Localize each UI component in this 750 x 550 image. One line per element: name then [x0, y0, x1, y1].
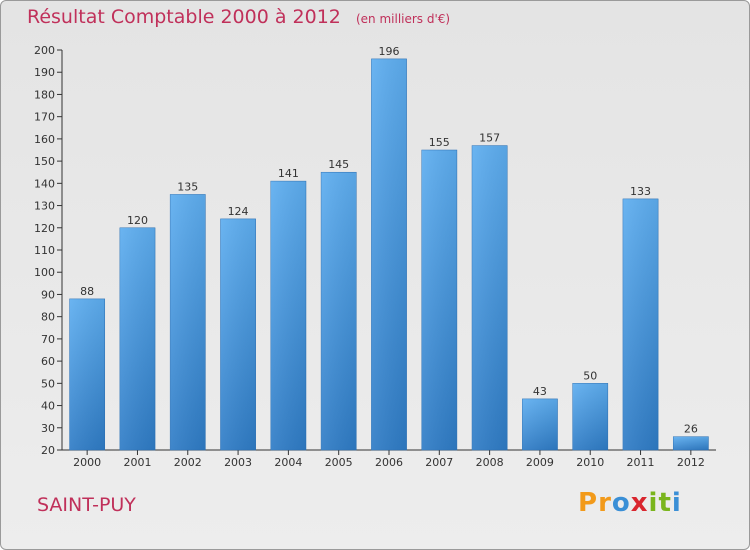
bar-shine	[622, 198, 659, 450]
value-label: 145	[328, 158, 349, 171]
bar-shine	[69, 298, 105, 450]
x-tick-label: 2004	[274, 456, 302, 469]
logo-letter: o	[611, 488, 631, 518]
x-axis: 2000 2001 2002 2003 2004 2005 2006 2007 2008 2009…	[62, 449, 716, 469]
y-tick-label: 120	[34, 222, 55, 235]
y-tick-label: 60	[41, 355, 55, 368]
logo-letter: P	[578, 488, 599, 518]
bar-shine	[119, 227, 156, 450]
y-tick-label: 70	[41, 333, 55, 346]
y-tick-label: 130	[34, 200, 55, 213]
value-label: 124	[228, 205, 249, 218]
value-label: 135	[177, 180, 198, 193]
chart-title-block: Résultat Comptable 2000 à 2012 (en milli…	[27, 6, 450, 28]
bar-shine	[321, 172, 357, 450]
logo-letter: r	[598, 488, 612, 518]
y-tick-label: 140	[34, 177, 55, 190]
x-tick-label: 2000	[73, 456, 101, 469]
bar-shine	[371, 58, 407, 451]
value-label: 88	[80, 285, 94, 298]
value-label: 133	[630, 185, 651, 198]
logo-letter: i	[648, 488, 659, 518]
y-tick-label: 40	[41, 400, 55, 413]
chart-subtitle: (en milliers d'€)	[355, 12, 451, 26]
value-label: 141	[278, 167, 299, 180]
y-tick-label: 80	[41, 311, 55, 324]
value-label: 157	[479, 132, 500, 145]
bar-shine	[472, 145, 508, 451]
proxiti-logo[interactable]: Proxiti	[578, 488, 682, 518]
x-tick-label: 2012	[677, 456, 705, 469]
chart-title: Résultat Comptable 2000 à 2012	[27, 6, 341, 28]
x-tick-label: 2003	[224, 456, 252, 469]
y-tick-label: 200	[34, 44, 55, 57]
x-tick-label: 2011	[627, 456, 655, 469]
y-tick-label: 190	[34, 66, 55, 79]
x-tick-label: 2006	[375, 456, 403, 469]
x-tick-label: 2005	[325, 456, 353, 469]
x-tick-label: 2010	[576, 456, 604, 469]
bar-shine	[220, 218, 256, 450]
y-tick-label: 110	[34, 244, 55, 257]
bar-shine	[673, 436, 709, 450]
bar-shine	[270, 181, 306, 450]
y-tick-label: 180	[34, 88, 55, 101]
y-tick-label: 90	[41, 288, 55, 301]
value-label: 50	[583, 369, 597, 382]
x-tick-label: 2001	[123, 456, 151, 469]
bar-shine	[522, 398, 558, 450]
y-tick-label: 150	[34, 155, 55, 168]
x-tick-label: 2008	[476, 456, 504, 469]
bars-group	[69, 58, 709, 451]
y-tick-label: 30	[41, 422, 55, 435]
y-tick-label: 50	[41, 377, 55, 390]
y-tick-label: 100	[34, 266, 55, 279]
logo-letter: x	[630, 488, 649, 518]
value-label: 26	[684, 423, 698, 436]
value-label: 120	[127, 214, 148, 227]
logo-letter: i	[671, 488, 682, 518]
value-label: 43	[533, 385, 547, 398]
x-tick-label: 2007	[425, 456, 453, 469]
bar-shine	[572, 383, 608, 450]
y-tick-label: 20	[41, 444, 55, 457]
y-tick-label: 170	[34, 111, 55, 124]
value-label: 155	[429, 136, 450, 149]
x-tick-label: 2009	[526, 456, 554, 469]
bar-shine	[421, 150, 457, 450]
value-label: 196	[379, 45, 400, 58]
y-tick-label: 160	[34, 133, 55, 146]
logo-letter: t	[658, 488, 672, 518]
bar-shine	[170, 194, 206, 450]
x-tick-label: 2002	[174, 456, 202, 469]
y-axis: 20 30 40 50 60 70 80 90 100 110 120 130 140 150 160 170…	[34, 44, 63, 457]
commune-name: SAINT-PUY	[37, 494, 136, 516]
value-labels-group: 88 120 135 124 141 145 196 155 157 43 50 133 26	[80, 45, 698, 436]
